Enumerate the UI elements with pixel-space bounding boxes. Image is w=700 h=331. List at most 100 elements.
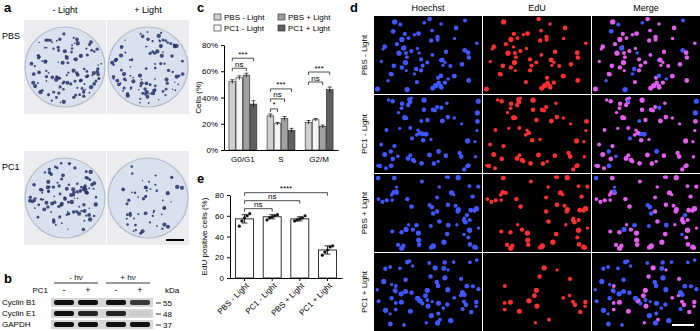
nucleus — [392, 19, 397, 24]
nucleus — [376, 176, 381, 181]
y-tick-label: 80% — [202, 41, 218, 50]
colony — [60, 102, 62, 104]
nucleus — [604, 79, 607, 82]
y-tick-group: 40 — [215, 233, 230, 242]
x-tick — [272, 278, 273, 281]
colony — [58, 215, 61, 218]
nucleus — [452, 260, 456, 264]
nucleus — [605, 98, 608, 101]
colony — [57, 91, 60, 94]
significance-label: ns — [311, 74, 319, 83]
nucleus — [574, 164, 578, 168]
colony — [166, 82, 169, 85]
y-tick-label: 60% — [202, 67, 218, 76]
nucleus — [672, 204, 676, 208]
y-tick — [221, 98, 224, 99]
column-header: Hoechst — [411, 3, 445, 13]
nucleus — [671, 116, 674, 119]
nucleus — [608, 72, 612, 76]
panel-letter: b — [4, 271, 12, 286]
error-bar — [307, 120, 311, 124]
band-label: Cyclin B1 — [2, 298, 36, 307]
colony — [125, 80, 127, 82]
kda-label: 55 — [163, 299, 172, 308]
band — [106, 300, 126, 305]
nucleus — [446, 223, 451, 228]
nucleus — [446, 115, 451, 120]
nucleus — [621, 32, 625, 36]
nucleus — [399, 300, 404, 305]
axis-title: EdU positive cells (%) — [200, 197, 209, 275]
x-tick-label: G2/M — [309, 155, 329, 164]
nucleus — [568, 294, 571, 297]
point — [276, 213, 279, 216]
colony — [127, 198, 130, 201]
colony — [137, 196, 139, 198]
nucleus — [691, 140, 694, 143]
colony — [96, 67, 99, 70]
nucleus — [498, 72, 502, 76]
nucleus — [616, 266, 620, 270]
colony — [124, 40, 125, 41]
colony — [157, 34, 161, 38]
nucleus — [637, 119, 641, 123]
nucleus — [558, 190, 563, 195]
colony — [84, 89, 86, 91]
nucleus — [623, 69, 626, 72]
nucleus — [685, 228, 690, 233]
nucleus — [403, 227, 408, 232]
nucleus — [427, 203, 431, 207]
nucleus — [389, 72, 393, 76]
nucleus — [471, 284, 475, 288]
colony — [45, 70, 47, 72]
bar — [236, 78, 243, 150]
error-bar — [321, 125, 325, 128]
colony — [32, 183, 36, 187]
nucleus — [626, 100, 631, 105]
nucleus — [509, 102, 514, 107]
nucleus — [525, 237, 530, 242]
nucleus — [512, 60, 517, 65]
colony — [57, 49, 60, 52]
nucleus — [534, 118, 538, 122]
nucleus — [441, 64, 444, 67]
nucleus — [414, 67, 418, 71]
nucleus — [514, 55, 518, 59]
nucleus — [394, 284, 398, 288]
colony — [85, 47, 87, 49]
y-tick-label: 0% — [206, 146, 218, 155]
figure: a- Light+ LightPBSPC1b- hν+ hνPC1-+-+kDa… — [0, 0, 700, 331]
colony — [130, 165, 133, 168]
colony — [51, 76, 55, 80]
colony — [71, 47, 74, 50]
nucleus — [504, 191, 508, 195]
nucleus — [557, 64, 561, 68]
nucleus — [430, 53, 434, 57]
colony — [171, 71, 173, 73]
nucleus — [455, 223, 458, 226]
legend-entry: PC1 - Light — [224, 24, 265, 33]
dish-background — [107, 20, 189, 114]
nucleus — [571, 216, 575, 220]
colony — [174, 89, 176, 91]
colony — [85, 75, 88, 78]
colony — [86, 176, 89, 179]
nucleus — [547, 318, 551, 322]
nucleus — [596, 164, 601, 169]
nucleus — [583, 305, 586, 308]
nucleus — [553, 50, 557, 54]
nucleus — [607, 163, 612, 168]
nucleus — [616, 127, 619, 130]
point — [321, 254, 324, 257]
nucleus — [386, 79, 389, 82]
nucleus — [553, 153, 558, 158]
nucleus — [554, 102, 558, 106]
colony — [89, 92, 91, 94]
nucleus — [645, 152, 650, 157]
colony — [146, 190, 148, 192]
nucleus — [572, 220, 577, 225]
colony — [42, 199, 44, 201]
bar — [250, 104, 257, 150]
colony — [154, 85, 157, 88]
nucleus — [441, 240, 446, 245]
